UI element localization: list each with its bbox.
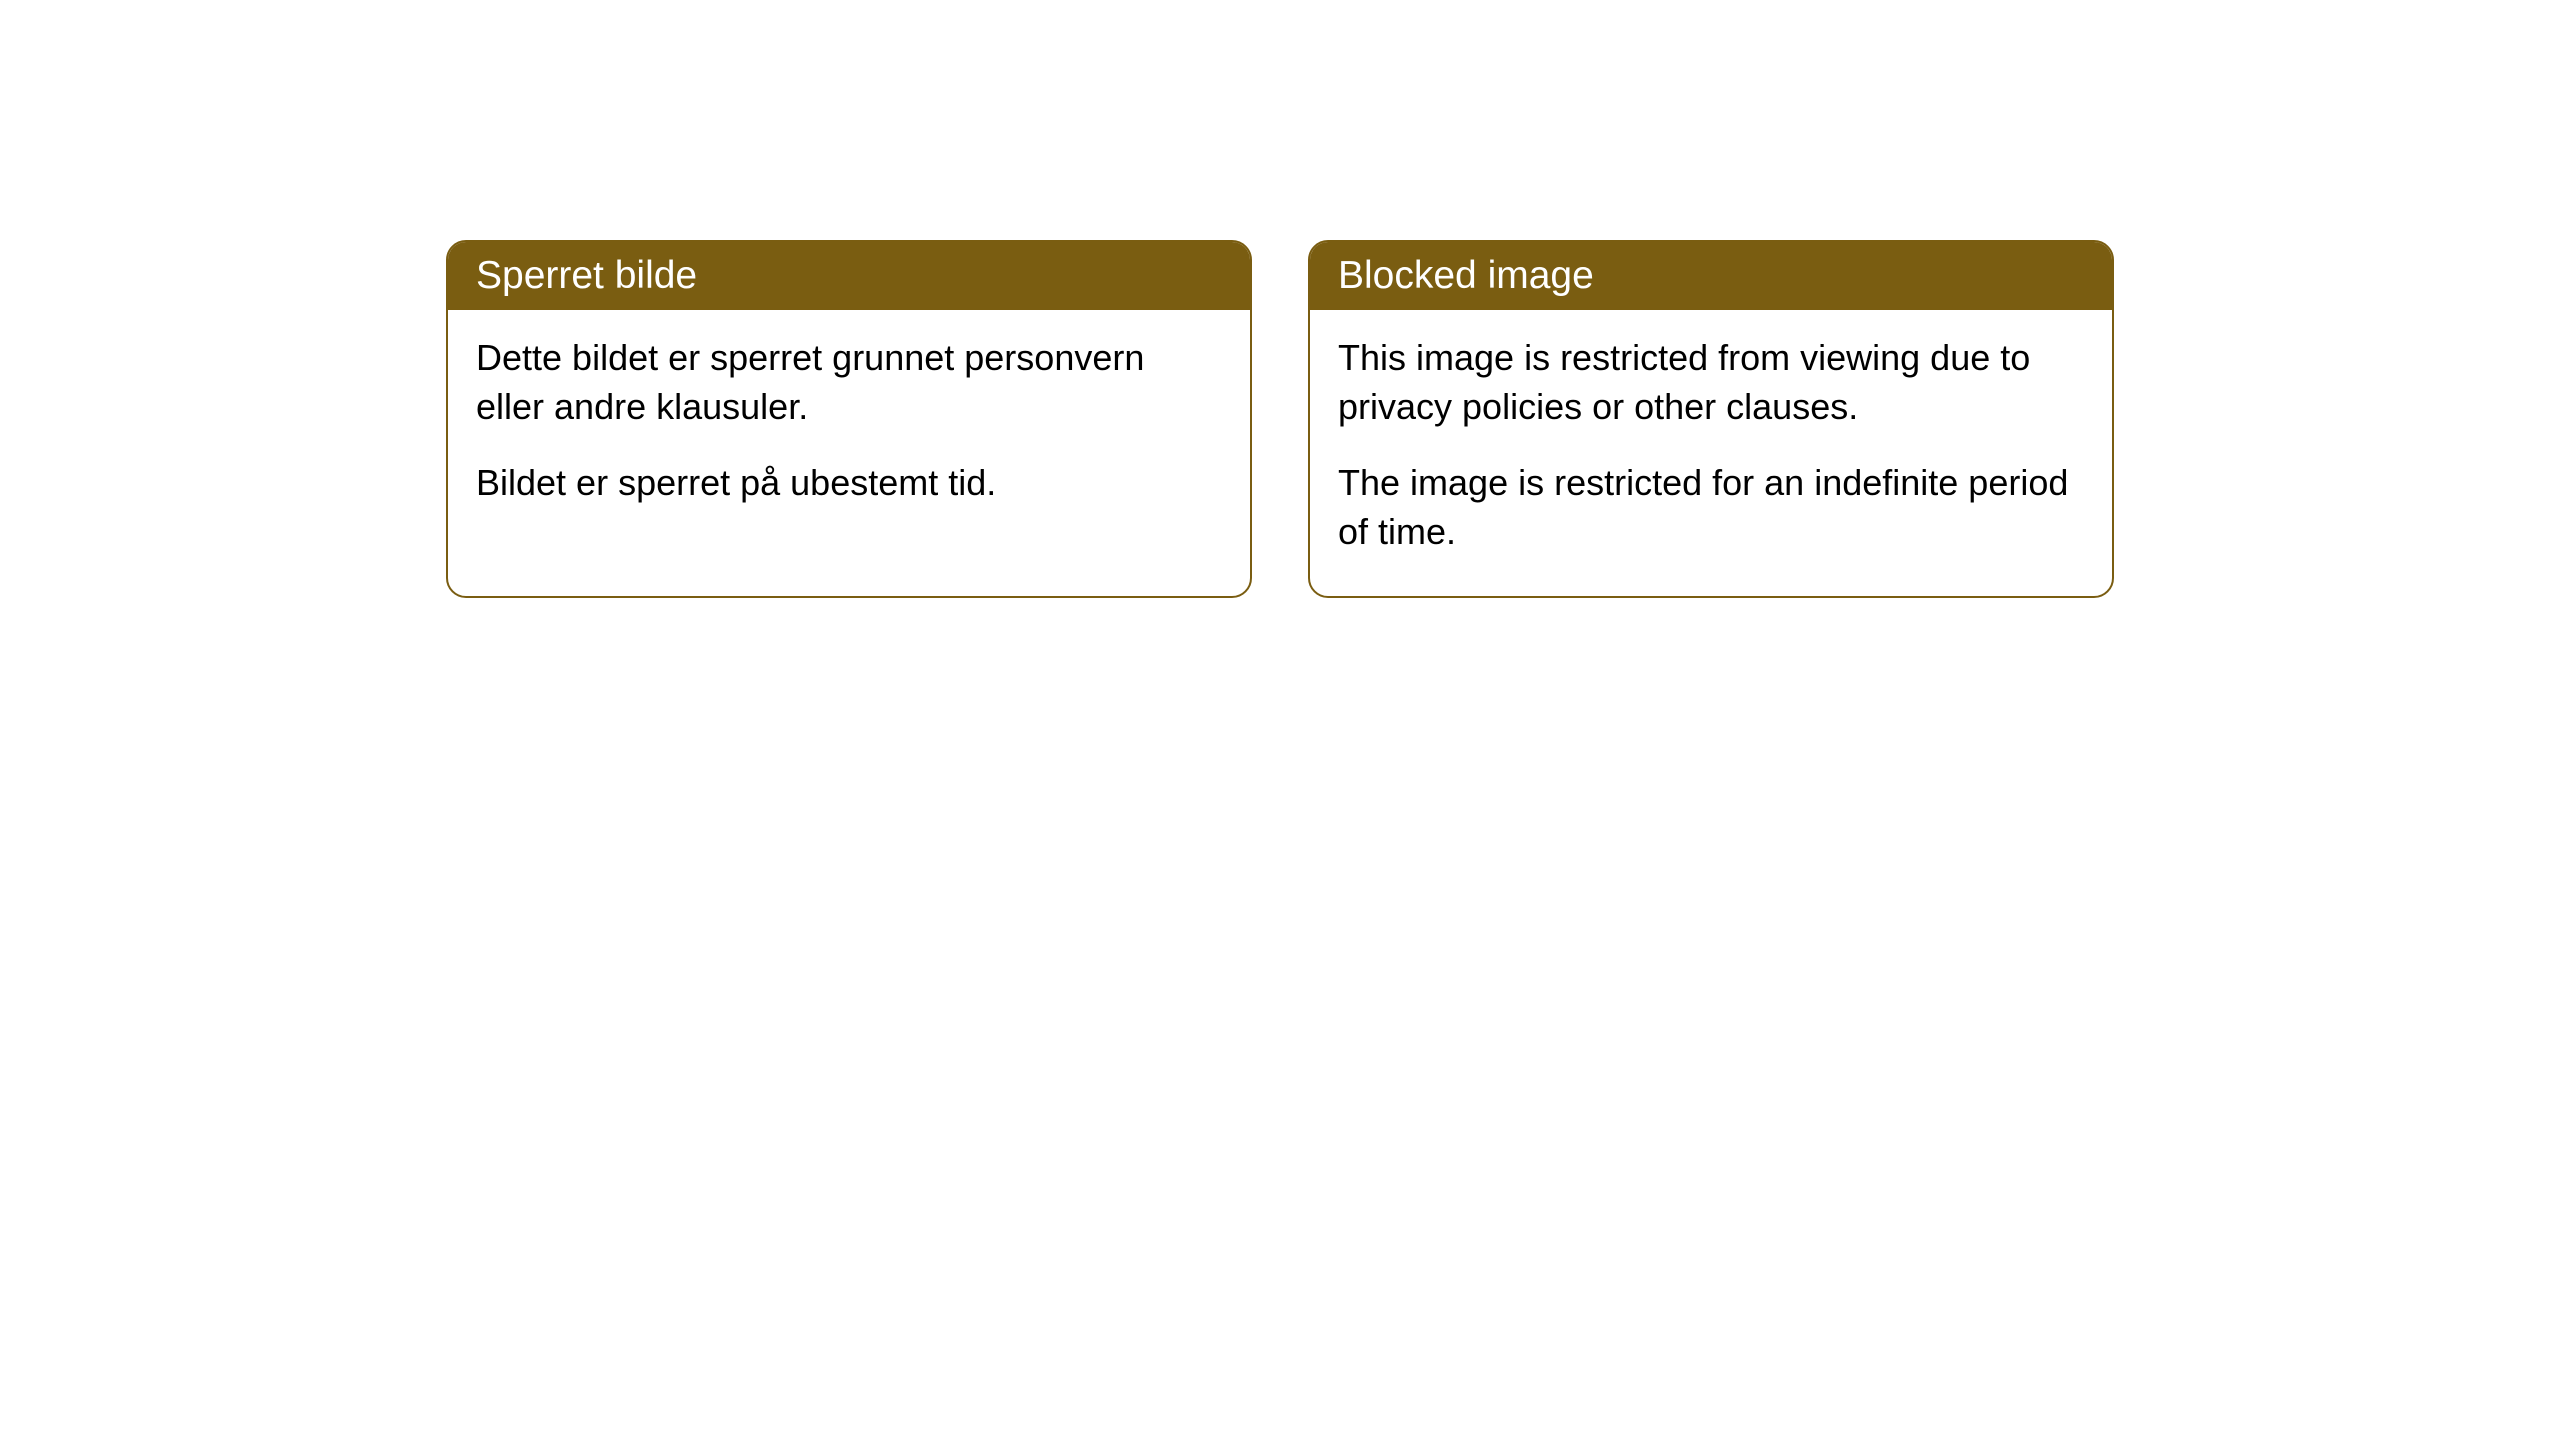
notice-body-english: This image is restricted from viewing du… (1310, 310, 2112, 596)
notice-header-norwegian: Sperret bilde (448, 242, 1250, 310)
notice-text-norwegian-2: Bildet er sperret på ubestemt tid. (476, 459, 1222, 508)
notice-header-english: Blocked image (1310, 242, 2112, 310)
notice-title-english: Blocked image (1338, 254, 1594, 297)
notice-title-norwegian: Sperret bilde (476, 254, 697, 297)
notice-container: Sperret bilde Dette bildet er sperret gr… (0, 240, 2560, 598)
notice-body-norwegian: Dette bildet er sperret grunnet personve… (448, 310, 1250, 548)
notice-text-english-1: This image is restricted from viewing du… (1338, 334, 2084, 431)
notice-card-norwegian: Sperret bilde Dette bildet er sperret gr… (446, 240, 1252, 598)
notice-text-norwegian-1: Dette bildet er sperret grunnet personve… (476, 334, 1222, 431)
notice-text-english-2: The image is restricted for an indefinit… (1338, 459, 2084, 556)
notice-card-english: Blocked image This image is restricted f… (1308, 240, 2114, 598)
